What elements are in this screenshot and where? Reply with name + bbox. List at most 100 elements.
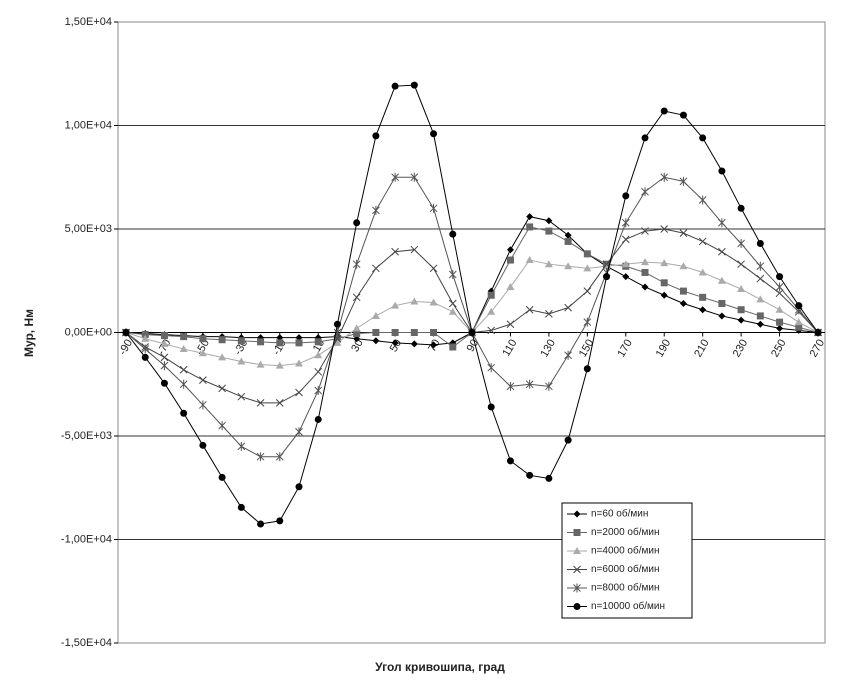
- marker: [430, 130, 438, 138]
- marker: [275, 399, 284, 407]
- marker: [776, 324, 784, 332]
- marker: [756, 239, 764, 247]
- marker: [545, 474, 553, 482]
- marker: [545, 227, 553, 235]
- marker: [583, 317, 592, 327]
- marker: [622, 192, 630, 200]
- marker: [545, 381, 553, 391]
- marker: [218, 336, 226, 344]
- marker: [795, 323, 803, 331]
- marker: [295, 339, 303, 347]
- marker: [276, 339, 284, 347]
- marker: [179, 365, 188, 374]
- marker: [641, 268, 649, 276]
- marker: [564, 262, 573, 270]
- marker: [199, 335, 207, 343]
- marker: [718, 218, 726, 228]
- marker: [353, 219, 361, 227]
- marker: [275, 361, 284, 369]
- marker: [430, 341, 438, 349]
- marker: [564, 303, 572, 312]
- marker: [295, 359, 303, 367]
- marker: [391, 329, 399, 336]
- marker: [122, 329, 130, 336]
- marker: [717, 276, 726, 284]
- marker: [410, 297, 419, 305]
- marker: [257, 520, 265, 528]
- marker: [660, 291, 668, 299]
- marker: [756, 312, 764, 320]
- marker: [776, 273, 784, 281]
- marker: [545, 310, 553, 318]
- marker: [160, 332, 168, 340]
- marker: [237, 503, 245, 511]
- marker: [314, 415, 322, 423]
- marker: [199, 400, 207, 410]
- marker: [160, 361, 169, 371]
- marker: [679, 176, 688, 186]
- marker: [775, 282, 784, 292]
- legend-label: n=8000 об/мин: [591, 582, 659, 594]
- marker: [276, 517, 284, 525]
- marker: [487, 326, 496, 335]
- marker: [180, 333, 188, 341]
- marker: [160, 353, 169, 362]
- marker: [487, 403, 495, 411]
- legend-label: n=4000 об/мин: [591, 545, 659, 557]
- marker: [295, 427, 303, 437]
- marker: [275, 452, 284, 462]
- marker: [237, 337, 245, 345]
- marker: [775, 305, 784, 313]
- marker: [564, 436, 572, 444]
- marker: [179, 345, 188, 353]
- marker: [256, 360, 265, 368]
- marker: [583, 287, 592, 295]
- marker: [506, 246, 514, 254]
- marker: [449, 343, 457, 351]
- marker: [756, 261, 765, 271]
- marker: [641, 187, 649, 197]
- marker: [679, 262, 688, 270]
- marker: [525, 256, 534, 264]
- marker: [257, 338, 265, 346]
- y-tick-label: -1,50E+04: [61, 637, 112, 649]
- marker: [410, 172, 419, 182]
- marker: [698, 237, 707, 246]
- legend-box: [561, 502, 693, 619]
- marker: [160, 379, 168, 387]
- marker: [622, 273, 630, 281]
- marker: [179, 379, 188, 389]
- marker: [371, 311, 380, 319]
- marker: [756, 274, 765, 283]
- marker: [775, 289, 784, 298]
- marker: [352, 324, 361, 332]
- marker: [237, 392, 246, 401]
- marker: [506, 256, 514, 264]
- marker: [372, 205, 380, 215]
- marker: [737, 204, 745, 212]
- marker: [544, 260, 553, 268]
- marker: [295, 483, 303, 491]
- marker: [218, 421, 226, 431]
- legend: n=60 об/мин n=2000 об/мин n=4000 об/мин n=6…: [561, 502, 693, 619]
- marker: [679, 300, 687, 308]
- marker: [583, 250, 591, 258]
- marker: [429, 203, 438, 213]
- marker: [573, 510, 581, 518]
- marker: [314, 338, 322, 346]
- marker: [160, 339, 169, 347]
- marker: [698, 268, 707, 276]
- marker: [141, 331, 149, 339]
- marker: [621, 260, 630, 268]
- marker: [333, 320, 341, 328]
- y-tick-label: -5,00E+03: [61, 430, 112, 442]
- marker: [573, 529, 581, 536]
- marker: [141, 344, 150, 354]
- marker: [679, 111, 687, 119]
- marker: [353, 330, 361, 338]
- marker: [295, 388, 303, 397]
- legend-label: n=2000 об/мин: [591, 526, 659, 538]
- marker: [573, 583, 581, 593]
- marker: [256, 399, 265, 407]
- marker: [141, 353, 149, 361]
